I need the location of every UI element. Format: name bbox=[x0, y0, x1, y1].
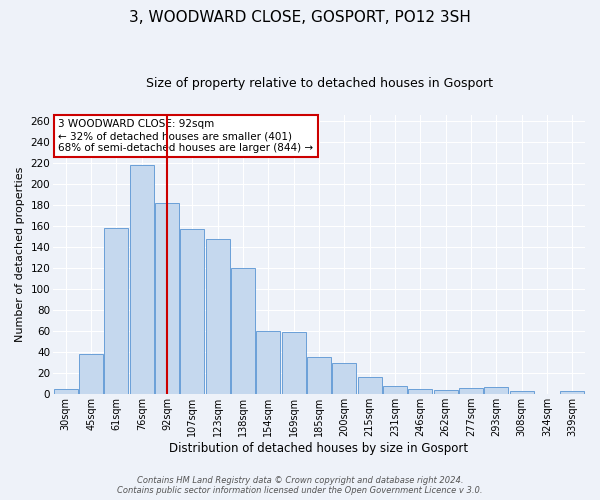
Bar bbox=[509, 391, 534, 394]
Bar bbox=[459, 388, 483, 394]
Bar bbox=[104, 228, 128, 394]
Bar bbox=[409, 389, 433, 394]
Bar bbox=[434, 390, 458, 394]
Text: 3 WOODWARD CLOSE: 92sqm
← 32% of detached houses are smaller (401)
68% of semi-d: 3 WOODWARD CLOSE: 92sqm ← 32% of detache… bbox=[58, 120, 314, 152]
Text: 3, WOODWARD CLOSE, GOSPORT, PO12 3SH: 3, WOODWARD CLOSE, GOSPORT, PO12 3SH bbox=[129, 10, 471, 25]
Y-axis label: Number of detached properties: Number of detached properties bbox=[15, 167, 25, 342]
Bar bbox=[332, 362, 356, 394]
Bar bbox=[358, 378, 382, 394]
Bar bbox=[281, 332, 306, 394]
Bar bbox=[206, 240, 230, 394]
Bar bbox=[155, 202, 179, 394]
Bar bbox=[307, 358, 331, 394]
Bar bbox=[231, 268, 255, 394]
Bar bbox=[79, 354, 103, 394]
Bar bbox=[383, 386, 407, 394]
Title: Size of property relative to detached houses in Gosport: Size of property relative to detached ho… bbox=[146, 78, 493, 90]
Bar bbox=[130, 164, 154, 394]
Bar bbox=[484, 387, 508, 394]
Bar bbox=[560, 391, 584, 394]
Bar bbox=[181, 229, 205, 394]
Bar bbox=[54, 389, 78, 394]
X-axis label: Distribution of detached houses by size in Gosport: Distribution of detached houses by size … bbox=[169, 442, 469, 455]
Text: Contains HM Land Registry data © Crown copyright and database right 2024.
Contai: Contains HM Land Registry data © Crown c… bbox=[117, 476, 483, 495]
Bar bbox=[256, 331, 280, 394]
